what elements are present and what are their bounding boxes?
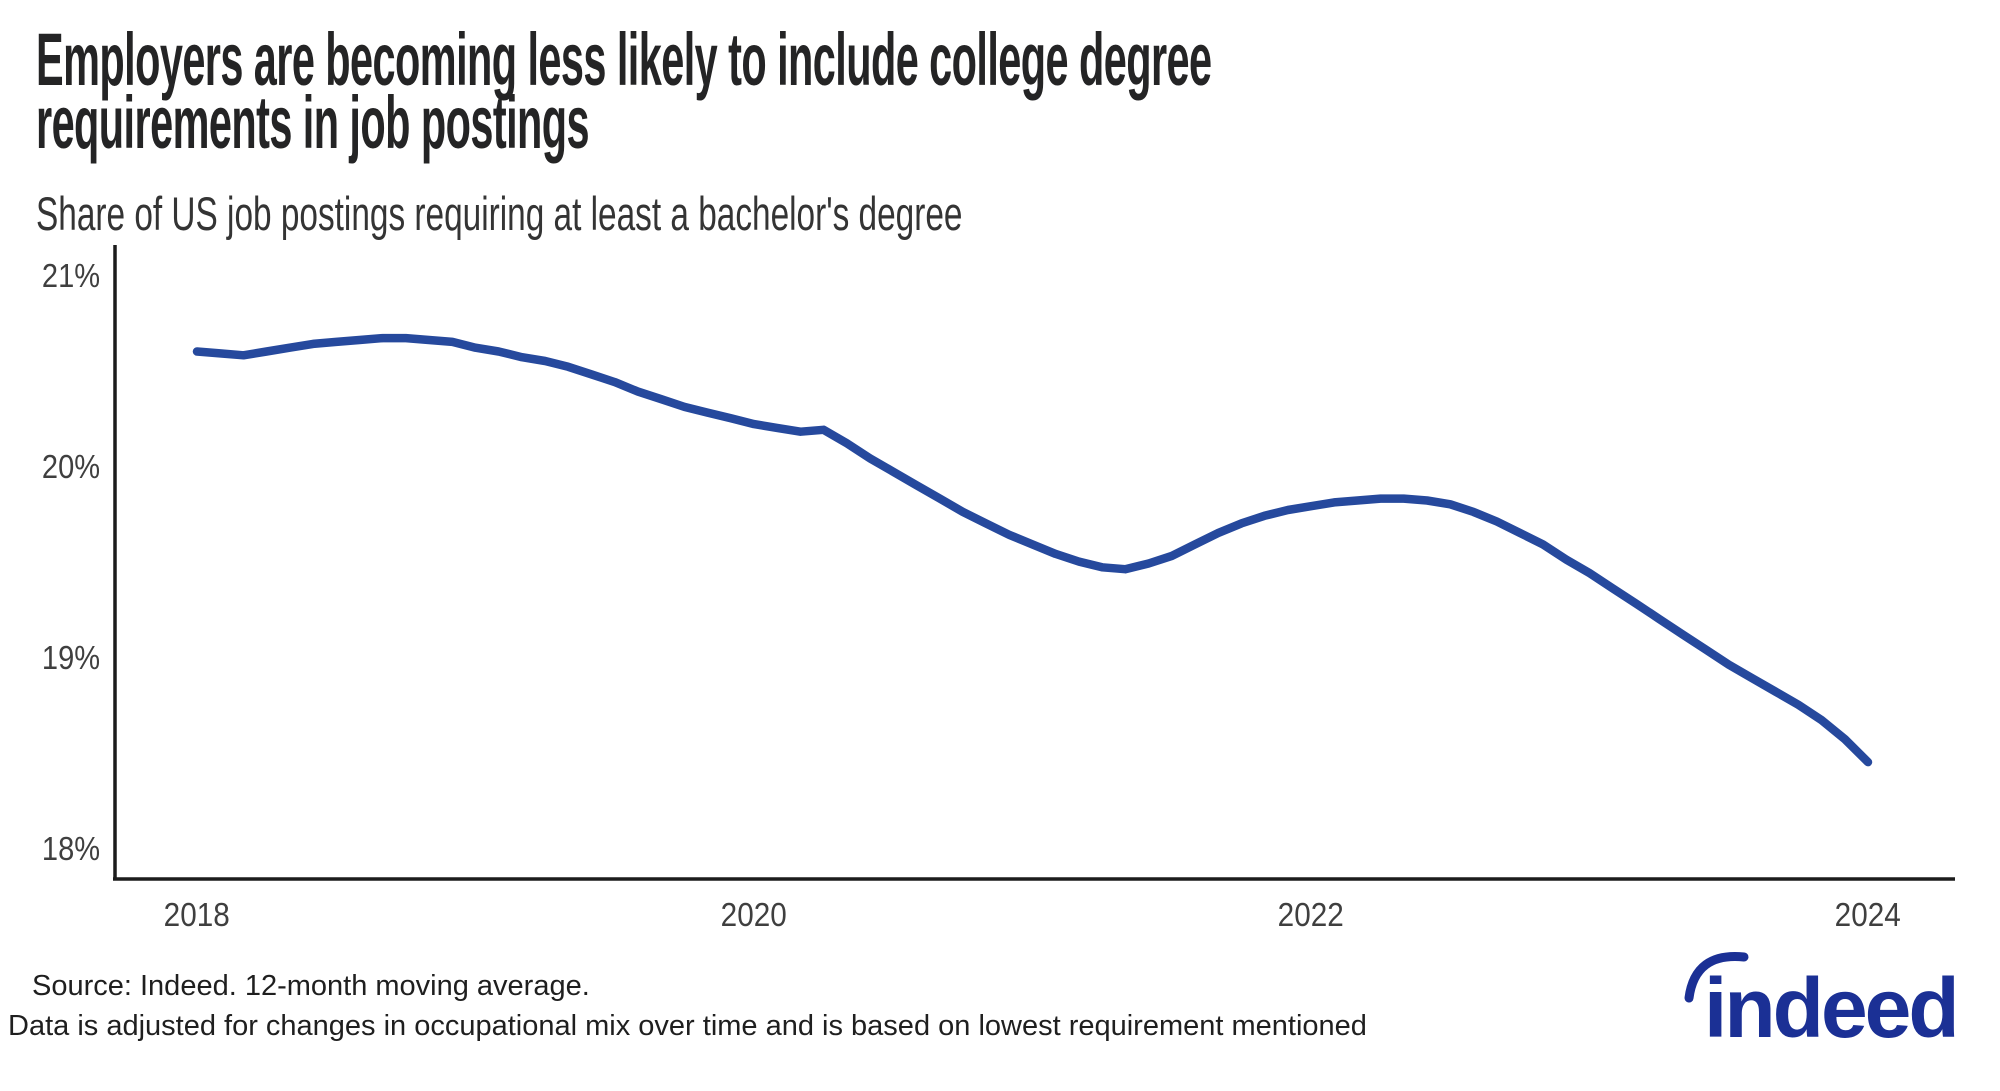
x-axis-tick-label: 2024 [1834,896,1902,933]
indeed-logo-text: indeed [1704,961,1957,1051]
indeed-logo: indeed [1668,936,1968,1056]
source-line-1: Source: Indeed. 12-month moving average. [32,970,590,1002]
data-line-series [192,333,1873,767]
chart-axes [113,245,1955,881]
y-axis-tick-label: 19% [41,639,100,676]
source-line-2: Data is adjusted for changes in occupati… [8,1010,1367,1042]
page-title: Employers are becoming less likely to in… [36,18,2000,164]
indeed-logo-arc-icon [1684,952,1749,1003]
title-line-1: Employers are becoming less likely to in… [36,18,1212,101]
chart-subtitle: Share of US job postings requiring at le… [36,187,963,240]
x-axis-tick-label: 2020 [720,896,788,933]
y-axis-tick-label: 21% [41,257,100,294]
x-axis-tick-label: 2022 [1277,896,1345,933]
source-note: Source: Indeed. 12-month moving average.… [8,966,1367,1046]
y-axis-tick-label: 18% [41,830,100,867]
x-axis-tick-label: 2018 [163,896,231,933]
y-axis-tick-label: 20% [41,448,100,485]
title-line-2: requirements in job postings [36,81,590,164]
